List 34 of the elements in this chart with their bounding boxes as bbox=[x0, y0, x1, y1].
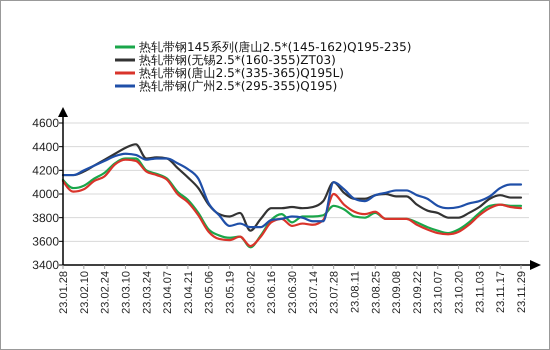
x-tick-label: 23.05.19 bbox=[224, 271, 237, 314]
x-tick-label: 23.01.28 bbox=[58, 271, 70, 314]
x-tick-label: 23.02.24 bbox=[100, 271, 112, 314]
legend-label: 热轧带钢(无锡2.5*(160-355)ZT03) bbox=[139, 53, 336, 68]
y-tick-label: 4000 bbox=[32, 187, 60, 202]
x-tick-label: 23.04.21 bbox=[182, 271, 195, 314]
x-tick-label: 23.11.29 bbox=[516, 271, 528, 314]
x-tick-label: 23.03.24 bbox=[141, 271, 154, 314]
legend-label: 热轧带钢(唐山2.5*(335-365)Q195L) bbox=[139, 66, 344, 80]
x-tick-label: 23.06.16 bbox=[266, 271, 278, 314]
x-tick-label: 23.10.20 bbox=[454, 271, 466, 314]
x-tick-label: 23.11.17 bbox=[495, 271, 508, 314]
y-tick-label: 4400 bbox=[32, 140, 60, 154]
x-tick-label: 23.07.28 bbox=[328, 271, 341, 314]
y-tick-label: 4200 bbox=[32, 164, 60, 178]
x-tick-label: 23.08.25 bbox=[370, 271, 382, 314]
x-tick-label: 23.09.22 bbox=[412, 271, 424, 314]
x-tick-label: 23.09.08 bbox=[391, 271, 404, 314]
y-tick-label: 3800 bbox=[32, 210, 60, 225]
x-tick-label: 23.03.10 bbox=[120, 271, 132, 314]
legend-label: 热轧带钢145系列(唐山2.5*(145-162)Q195-235) bbox=[139, 40, 412, 54]
x-tick-label: 23.06.02 bbox=[245, 271, 258, 314]
x-tick-label: 23.02.10 bbox=[78, 271, 91, 314]
x-tick-label: 23.11.03 bbox=[474, 271, 486, 314]
x-tick-label: 23.07.14 bbox=[308, 271, 320, 314]
legend-label: 热轧带钢(广州2.5*(295-355)Q195) bbox=[139, 79, 338, 94]
x-tick-label: 23.08.11 bbox=[349, 271, 362, 314]
y-tick-label: 4600 bbox=[32, 116, 60, 130]
y-tick-label: 3400 bbox=[32, 258, 60, 272]
y-tick-label: 3600 bbox=[32, 234, 60, 249]
x-tick-label: 23.10.07 bbox=[432, 271, 445, 314]
x-tick-label: 23.06.30 bbox=[287, 271, 299, 314]
x-tick-label: 23.04.07 bbox=[162, 271, 174, 314]
x-tick-label: 23.05.06 bbox=[204, 271, 216, 314]
